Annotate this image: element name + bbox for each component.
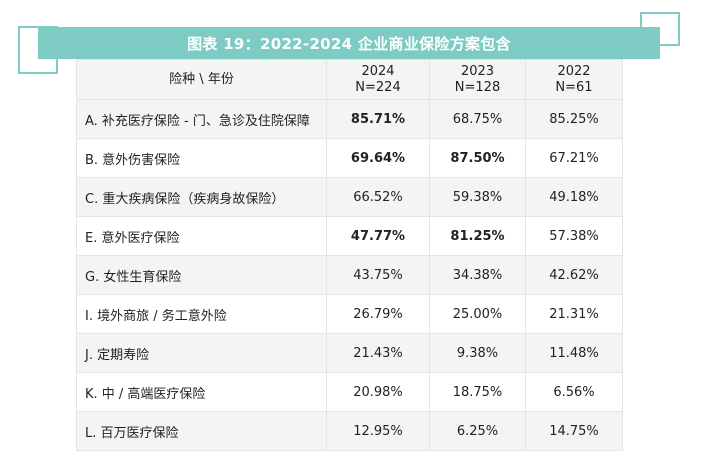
header-category: 险种 \ 年份 xyxy=(76,59,327,100)
table-row: C. 重大疾病保险（疾病身故保险） 66.52% 59.38% 49.18% xyxy=(76,177,623,217)
header-year: 2022 xyxy=(557,63,591,79)
cell-value: 21.31% xyxy=(525,294,623,334)
row-label: K. 中 / 高端医疗保险 xyxy=(76,372,327,412)
cell-value: 66.52% xyxy=(326,177,430,217)
cell-value: 47.77% xyxy=(326,216,430,256)
header-col-2024: 2024 N=224 xyxy=(326,59,430,100)
row-label: J. 定期寿险 xyxy=(76,333,327,373)
row-label: G. 女性生育保险 xyxy=(76,255,327,295)
cell-value: 69.64% xyxy=(326,138,430,178)
table-row: E. 意外医疗保险 47.77% 81.25% 57.38% xyxy=(76,216,623,256)
table-body: A. 补充医疗保险 - 门、急诊及住院保障 85.71% 68.75% 85.25% B… xyxy=(76,99,623,451)
cell-value: 14.75% xyxy=(525,411,623,451)
cell-value: 34.38% xyxy=(429,255,526,295)
header-col-2023: 2023 N=128 xyxy=(429,59,526,100)
header-n: N=128 xyxy=(454,79,501,95)
row-label: C. 重大疾病保险（疾病身故保险） xyxy=(76,177,327,217)
cell-value: 67.21% xyxy=(525,138,623,178)
insurance-table: 险种 \ 年份 2024 N=224 2023 N=128 2022 N=61 … xyxy=(76,59,623,451)
figure-title: 图表 19：2022-2024 企业商业保险方案包含 xyxy=(38,27,660,59)
cell-value: 59.38% xyxy=(429,177,526,217)
header-n: N=224 xyxy=(355,79,401,95)
cell-value: 57.38% xyxy=(525,216,623,256)
header-col-2022: 2022 N=61 xyxy=(525,59,623,100)
table-row: A. 补充医疗保险 - 门、急诊及住院保障 85.71% 68.75% 85.25% xyxy=(76,99,623,139)
cell-value: 26.79% xyxy=(326,294,430,334)
row-label: B. 意外伤害保险 xyxy=(76,138,327,178)
cell-value: 85.71% xyxy=(326,99,430,139)
table-row: J. 定期寿险 21.43% 9.38% 11.48% xyxy=(76,333,623,373)
table-row: B. 意外伤害保险 69.64% 87.50% 67.21% xyxy=(76,138,623,178)
cell-value: 25.00% xyxy=(429,294,526,334)
table-header-row: 险种 \ 年份 2024 N=224 2023 N=128 2022 N=61 xyxy=(76,59,623,100)
cell-value: 9.38% xyxy=(429,333,526,373)
cell-value: 6.25% xyxy=(429,411,526,451)
header-n: N=61 xyxy=(555,79,593,95)
cell-value: 20.98% xyxy=(326,372,430,412)
cell-value: 21.43% xyxy=(326,333,430,373)
row-label: I. 境外商旅 / 务工意外险 xyxy=(76,294,327,334)
cell-value: 12.95% xyxy=(326,411,430,451)
table-row: L. 百万医疗保险 12.95% 6.25% 14.75% xyxy=(76,411,623,451)
cell-value: 68.75% xyxy=(429,99,526,139)
header-year: 2023 xyxy=(460,63,495,79)
cell-value: 18.75% xyxy=(429,372,526,412)
cell-value: 49.18% xyxy=(525,177,623,217)
cell-value: 42.62% xyxy=(525,255,623,295)
header-year: 2024 xyxy=(361,63,395,79)
table-row: I. 境外商旅 / 务工意外险 26.79% 25.00% 21.31% xyxy=(76,294,623,334)
table-row: G. 女性生育保险 43.75% 34.38% 42.62% xyxy=(76,255,623,295)
row-label: L. 百万医疗保险 xyxy=(76,411,327,451)
row-label: E. 意外医疗保险 xyxy=(76,216,327,256)
cell-value: 87.50% xyxy=(429,138,526,178)
cell-value: 85.25% xyxy=(525,99,623,139)
cell-value: 43.75% xyxy=(326,255,430,295)
row-label: A. 补充医疗保险 - 门、急诊及住院保障 xyxy=(76,99,327,139)
cell-value: 81.25% xyxy=(429,216,526,256)
cell-value: 11.48% xyxy=(525,333,623,373)
table-row: K. 中 / 高端医疗保险 20.98% 18.75% 6.56% xyxy=(76,372,623,412)
cell-value: 6.56% xyxy=(525,372,623,412)
